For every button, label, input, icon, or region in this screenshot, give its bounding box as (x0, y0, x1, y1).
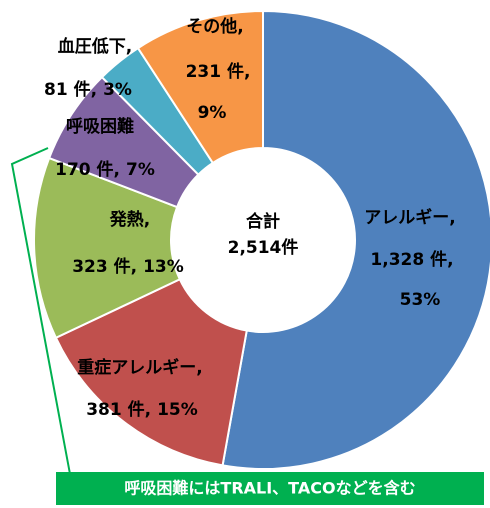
slice-label: アレルギー, (364, 208, 455, 228)
slice-label: 81 件, 3% (44, 79, 132, 100)
slice-label: 323 件, 13% (72, 256, 184, 277)
total-value: 2,514件 (228, 237, 299, 258)
callout-line (10, 147, 71, 475)
label-part: 170 件, (55, 159, 120, 180)
slice-label: 231 件, (186, 61, 251, 82)
slice-label: 170 件, 7% (55, 159, 155, 180)
label-part: 231 件, (186, 61, 251, 82)
slice-label: 1,328 件, (370, 249, 453, 270)
slice (54, 277, 248, 467)
note: 呼吸困難にはTRALI、TACOなどを含む (124, 479, 415, 498)
label-part: 呼吸困難 (66, 116, 134, 137)
slice-label: 血圧低下, (58, 36, 132, 57)
label-part: 発熱, (109, 209, 150, 230)
label-part: 血圧低下, (58, 36, 132, 57)
slice-label: 9% (198, 103, 227, 123)
label-part: 7% (126, 160, 155, 180)
slice-label: 53% (400, 290, 441, 310)
label-part: 81 件, (44, 79, 97, 100)
label-part: 381 件, (86, 399, 151, 420)
label-part: 1,328 件, (370, 249, 453, 270)
label-part: 53% (400, 290, 441, 310)
label-part: 3% (103, 80, 132, 100)
label-part: その他, (186, 16, 243, 37)
slice (221, 9, 490, 470)
slice-label: 発熱, (109, 209, 150, 230)
label-part: 15% (157, 400, 198, 420)
slice-label: その他, (186, 16, 243, 37)
note-box (56, 472, 484, 505)
slice-label: 381 件, 15% (86, 399, 198, 420)
total-label: 合計 (246, 211, 280, 232)
slice-label: 呼吸困難 (66, 116, 134, 137)
label-part: 13% (143, 257, 184, 277)
label-part: 重症アレルギー, (77, 357, 202, 378)
label-part: 9% (198, 103, 227, 123)
slice (136, 9, 264, 165)
slice (33, 156, 182, 340)
label-part: アレルギー, (364, 208, 455, 228)
slice-label: 重症アレルギー, (77, 357, 202, 378)
label-part: 323 件, (72, 256, 137, 277)
